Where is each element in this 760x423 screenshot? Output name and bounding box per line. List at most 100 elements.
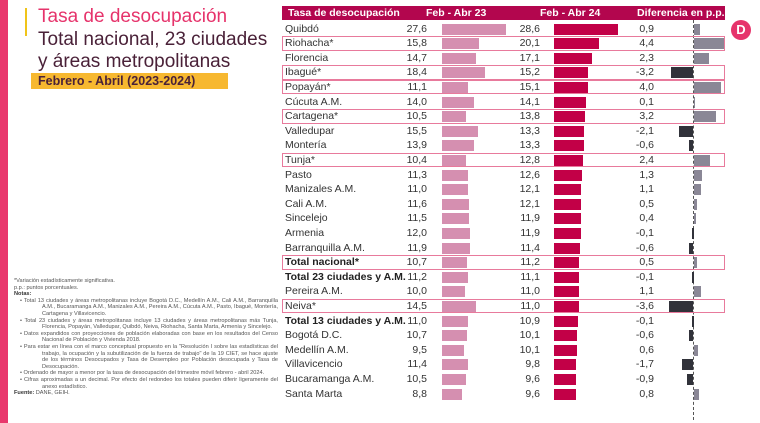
bar-2023: [442, 344, 465, 356]
bar-2024: [554, 227, 581, 239]
value-2023: 14,7: [406, 51, 427, 64]
row-label: Ibagué*: [285, 66, 322, 79]
value-diff: 3,2: [639, 110, 654, 123]
bar-2024: [554, 286, 579, 298]
value-diff: 0,9: [639, 22, 654, 35]
bar-difference: [693, 52, 710, 64]
row-label: Bogotá D.C.: [285, 329, 343, 342]
table-row: Riohacha* 15,8 20,1 4,4: [282, 36, 725, 51]
value-2023: 10,5: [406, 372, 427, 385]
value-2023: 14,0: [406, 95, 427, 108]
bar-2024: [554, 96, 586, 108]
bar-difference: [693, 286, 702, 298]
table-row: Cartagena* 10,5 13,8 3,2: [282, 109, 725, 124]
bar-2023: [442, 67, 485, 79]
bar-difference: [689, 242, 694, 254]
value-diff: -0,1: [635, 270, 654, 283]
bar-difference: [693, 81, 722, 93]
table-row: Pereira A.M. 10,0 11,0 1,1: [282, 284, 725, 299]
dane-logo-icon: D: [731, 20, 751, 40]
source-text: DANE, GEIH.: [34, 390, 70, 397]
table-row: Total 13 ciudades y A.M. 11,0 10,9 -0,1: [282, 314, 725, 329]
value-diff: 0,1: [639, 95, 654, 108]
table-row: Total nacional* 10,7 11,2 0,5: [282, 255, 725, 270]
row-label: Riohacha*: [285, 37, 334, 50]
bar-2023: [442, 81, 468, 93]
bar-2024: [554, 300, 579, 312]
value-diff: 0,5: [639, 256, 654, 269]
value-2024: 17,1: [519, 51, 540, 64]
bar-2024: [554, 67, 589, 79]
column-header-name: Tasa de desocupación: [288, 7, 400, 19]
table-row: Ibagué* 18,4 15,2 -3,2: [282, 65, 725, 80]
row-label: Valledupar: [285, 124, 335, 137]
value-diff: -0,1: [635, 314, 654, 327]
value-2023: 11,6: [407, 197, 427, 210]
row-label: Montería: [285, 139, 327, 152]
bar-difference: [692, 227, 694, 239]
value-2024: 20,1: [519, 37, 540, 50]
table-row: Pasto 11,3 12,6 1,3: [282, 168, 725, 183]
bar-difference: [693, 38, 724, 50]
bar-2023: [442, 169, 469, 181]
value-2023: 10,4: [406, 153, 427, 166]
value-2023: 11,3: [407, 168, 427, 181]
value-diff: 0,4: [639, 212, 654, 225]
bar-difference: [693, 184, 702, 196]
pp-note: p.p.: puntos porcentuales.: [14, 284, 79, 291]
value-diff: -3,6: [635, 299, 654, 312]
value-2023: 14,5: [406, 299, 427, 312]
table-row: Manizales A.M. 11,0 12,1 1,1: [282, 182, 725, 197]
table-row: Montería 13,9 13,3 -0,6: [282, 138, 725, 153]
bar-difference: [693, 213, 697, 225]
bar-2023: [442, 359, 469, 371]
bar-2023: [442, 286, 466, 298]
value-diff: 2,3: [639, 51, 654, 64]
value-2024: 11,0: [520, 299, 540, 312]
bar-2023: [442, 300, 476, 312]
value-diff: 1,1: [639, 183, 654, 196]
bar-2023: [442, 52, 477, 64]
row-label: Bucaramanga A.M.: [285, 372, 375, 385]
value-diff: 0,8: [639, 387, 654, 400]
note-item: • Datos expandidos con proyecciones de p…: [20, 330, 278, 344]
table-row: Valledupar 15,5 13,3 -2,1: [282, 124, 725, 139]
value-2023: 11,2: [407, 270, 427, 283]
bar-difference: [693, 23, 700, 35]
significance-note: *Variación estadísticamente significativ…: [14, 278, 115, 284]
note-item: • Para estar en línea con el marco conce…: [20, 343, 278, 370]
row-label: Cali A.M.: [285, 197, 328, 210]
bar-difference: [692, 315, 694, 327]
table-row: Bucaramanga A.M. 10,5 9,6 -0,9: [282, 372, 725, 387]
table-row: Florencia 14,7 17,1 2,3: [282, 51, 725, 66]
value-diff: -0,6: [635, 329, 654, 342]
bar-2023: [442, 154, 467, 166]
value-2023: 11,4: [407, 358, 427, 371]
value-2024: 9,8: [525, 358, 540, 371]
row-label: Villavicencio: [285, 358, 343, 371]
value-diff: -2,1: [635, 124, 654, 137]
row-label: Total nacional*: [285, 256, 359, 269]
value-2024: 15,1: [519, 80, 540, 93]
bar-2023: [442, 213, 469, 225]
note-item: • Total 13 ciudades y áreas metropolitan…: [20, 297, 278, 317]
value-2024: 11,9: [520, 212, 540, 225]
bar-difference: [681, 359, 694, 371]
note-item: • Ordenado de mayor a menor por la tasa …: [20, 370, 265, 377]
bar-difference: [679, 125, 694, 137]
period-badge: Febrero - Abril (2023-2024): [31, 73, 228, 89]
bar-2024: [554, 344, 577, 356]
bar-2023: [442, 140, 475, 152]
value-2023: 11,1: [407, 80, 427, 93]
value-diff: 4,0: [639, 80, 654, 93]
value-2023: 11,5: [407, 212, 427, 225]
bar-2023: [442, 315, 468, 327]
bar-2023: [442, 373, 467, 385]
table-row: Medellín A.M. 9,5 10,1 0,6: [282, 343, 725, 358]
value-2024: 13,8: [519, 110, 540, 123]
value-2024: 10,1: [519, 343, 540, 356]
bar-2024: [554, 169, 583, 181]
table-row: Total 23 ciudades y A.M. 11,2 11,1 -0,1: [282, 270, 725, 285]
value-2024: 9,6: [525, 387, 540, 400]
value-2024: 14,1: [519, 95, 540, 108]
